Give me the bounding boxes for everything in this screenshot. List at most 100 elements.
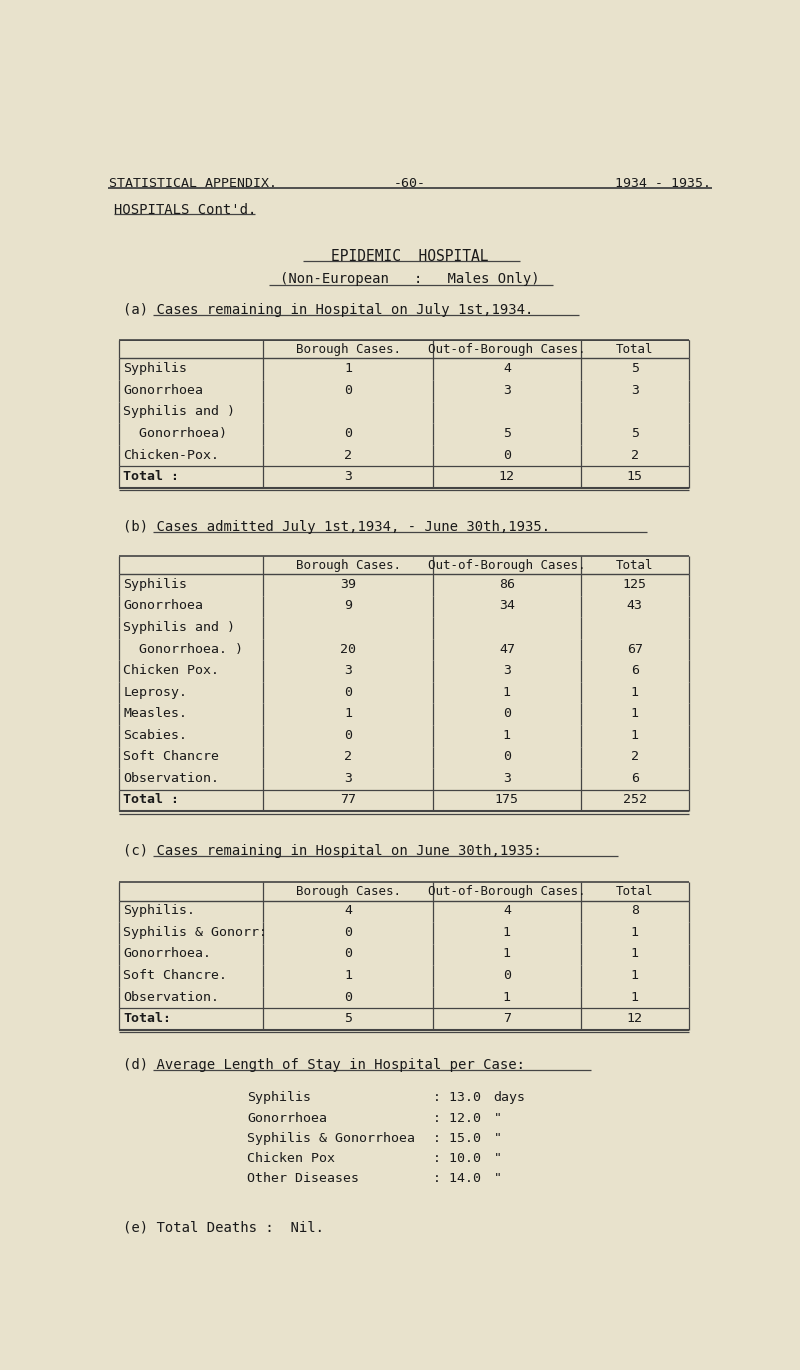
Text: ": " — [494, 1152, 502, 1164]
Text: Gonorrhoea): Gonorrhoea) — [123, 427, 227, 440]
Text: Syphilis and ): Syphilis and ) — [123, 406, 235, 418]
Text: 7: 7 — [503, 1012, 511, 1025]
Text: 252: 252 — [622, 793, 646, 807]
Text: 1: 1 — [344, 707, 352, 721]
Text: Chicken Pox: Chicken Pox — [247, 1152, 335, 1164]
Text: : 15.0: : 15.0 — [434, 1132, 482, 1144]
Text: Observation.: Observation. — [123, 991, 219, 1004]
Text: (a) Cases remaining in Hospital on July 1st,1934.: (a) Cases remaining in Hospital on July … — [123, 303, 534, 316]
Text: Chicken Pox.: Chicken Pox. — [123, 664, 219, 677]
Text: 0: 0 — [344, 384, 352, 397]
Text: Gonorrhoea. ): Gonorrhoea. ) — [123, 643, 243, 656]
Text: (Non-European   :   Males Only): (Non-European : Males Only) — [280, 273, 540, 286]
Text: Borough Cases.: Borough Cases. — [295, 885, 401, 899]
Text: 15: 15 — [626, 470, 642, 484]
Text: 4: 4 — [503, 904, 511, 918]
Text: 6: 6 — [630, 664, 638, 677]
Text: 1: 1 — [630, 991, 638, 1004]
Text: -60-: -60- — [394, 177, 426, 189]
Text: 3: 3 — [344, 470, 352, 484]
Text: Gonorrhoea: Gonorrhoea — [247, 1111, 327, 1125]
Text: 2: 2 — [344, 448, 352, 462]
Text: ": " — [494, 1132, 502, 1144]
Text: : 10.0: : 10.0 — [434, 1152, 482, 1164]
Text: 3: 3 — [630, 384, 638, 397]
Text: Total: Total — [616, 342, 654, 356]
Text: 1: 1 — [503, 729, 511, 741]
Text: EPIDEMIC  HOSPITAL: EPIDEMIC HOSPITAL — [331, 249, 489, 264]
Text: 86: 86 — [499, 578, 515, 590]
Text: 2: 2 — [630, 448, 638, 462]
Text: Total: Total — [616, 885, 654, 899]
Text: 1: 1 — [503, 991, 511, 1004]
Text: 125: 125 — [622, 578, 646, 590]
Text: Syphilis: Syphilis — [123, 578, 187, 590]
Text: 8: 8 — [630, 904, 638, 918]
Text: 1: 1 — [630, 948, 638, 960]
Text: days: days — [494, 1092, 526, 1104]
Text: : 12.0: : 12.0 — [434, 1111, 482, 1125]
Text: Syphilis.: Syphilis. — [123, 904, 195, 918]
Text: 5: 5 — [630, 362, 638, 375]
Text: 0: 0 — [503, 751, 511, 763]
Text: Total :: Total : — [123, 470, 179, 484]
Text: ": " — [494, 1171, 502, 1185]
Text: Total:: Total: — [123, 1012, 171, 1025]
Text: 5: 5 — [344, 1012, 352, 1025]
Text: Gonorrhoea: Gonorrhoea — [123, 384, 203, 397]
Text: Total: Total — [616, 559, 654, 571]
Text: Scabies.: Scabies. — [123, 729, 187, 741]
Text: 0: 0 — [503, 707, 511, 721]
Text: Out-of-Borough Cases.: Out-of-Borough Cases. — [428, 559, 586, 571]
Text: Total :: Total : — [123, 793, 179, 807]
Text: 0: 0 — [503, 448, 511, 462]
Text: 1: 1 — [344, 969, 352, 982]
Text: 3: 3 — [503, 384, 511, 397]
Text: : 13.0: : 13.0 — [434, 1092, 482, 1104]
Text: 0: 0 — [344, 948, 352, 960]
Text: (d) Average Length of Stay in Hospital per Case:: (d) Average Length of Stay in Hospital p… — [123, 1058, 526, 1071]
Text: 1: 1 — [503, 948, 511, 960]
Text: 12: 12 — [626, 1012, 642, 1025]
Text: Borough Cases.: Borough Cases. — [295, 342, 401, 356]
Text: Syphilis: Syphilis — [247, 1092, 311, 1104]
Text: 1934 - 1935.: 1934 - 1935. — [614, 177, 710, 189]
Text: 0: 0 — [503, 969, 511, 982]
Text: Other Diseases: Other Diseases — [247, 1171, 359, 1185]
Text: 3: 3 — [503, 771, 511, 785]
Text: 1: 1 — [630, 707, 638, 721]
Text: 4: 4 — [344, 904, 352, 918]
Text: 1: 1 — [503, 926, 511, 938]
Text: 67: 67 — [626, 643, 642, 656]
Text: 12: 12 — [499, 470, 515, 484]
Text: Borough Cases.: Borough Cases. — [295, 559, 401, 571]
Text: (b) Cases admitted July 1st,1934, - June 30th,1935.: (b) Cases admitted July 1st,1934, - June… — [123, 521, 550, 534]
Text: 1: 1 — [503, 686, 511, 699]
Text: Observation.: Observation. — [123, 771, 219, 785]
Text: 0: 0 — [344, 729, 352, 741]
Text: 3: 3 — [344, 771, 352, 785]
Text: 1: 1 — [630, 969, 638, 982]
Text: 0: 0 — [344, 991, 352, 1004]
Text: Out-of-Borough Cases.: Out-of-Borough Cases. — [428, 885, 586, 899]
Text: Syphilis & Gonorr:: Syphilis & Gonorr: — [123, 926, 267, 938]
Text: Chicken-Pox.: Chicken-Pox. — [123, 448, 219, 462]
Text: 77: 77 — [340, 793, 356, 807]
Text: Gonorrhoea.: Gonorrhoea. — [123, 948, 211, 960]
Text: (c) Cases remaining in Hospital on June 30th,1935:: (c) Cases remaining in Hospital on June … — [123, 844, 542, 858]
Text: 1: 1 — [630, 686, 638, 699]
Text: 34: 34 — [499, 600, 515, 612]
Text: 5: 5 — [630, 427, 638, 440]
Text: 0: 0 — [344, 427, 352, 440]
Text: 6: 6 — [630, 771, 638, 785]
Text: 43: 43 — [626, 600, 642, 612]
Text: HOSPITALS Cont'd.: HOSPITALS Cont'd. — [114, 203, 256, 216]
Text: 0: 0 — [344, 926, 352, 938]
Text: 3: 3 — [503, 664, 511, 677]
Text: 3: 3 — [344, 664, 352, 677]
Text: Out-of-Borough Cases.: Out-of-Borough Cases. — [428, 342, 586, 356]
Text: 175: 175 — [495, 793, 519, 807]
Text: 1: 1 — [630, 926, 638, 938]
Text: 2: 2 — [630, 751, 638, 763]
Text: 0: 0 — [344, 686, 352, 699]
